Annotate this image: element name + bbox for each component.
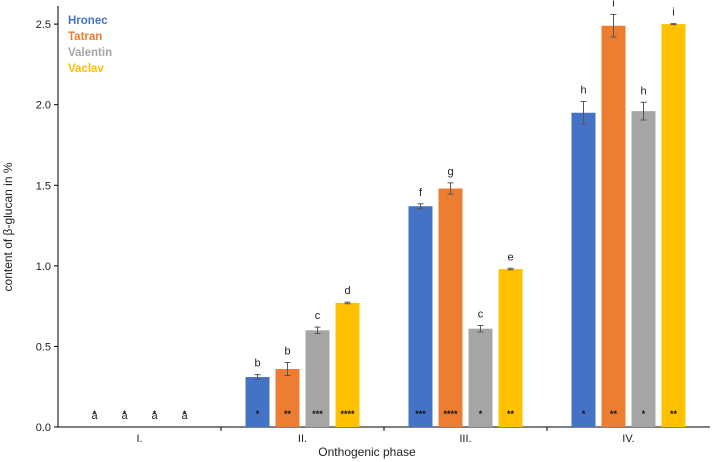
y-axis-ticks: 0.0 0.5 1.0 1.5 2.0 2.5 bbox=[36, 19, 58, 434]
significance-letter: c bbox=[478, 308, 484, 320]
bar bbox=[601, 25, 626, 427]
significance-letter: a bbox=[151, 410, 158, 422]
significance-stars: * bbox=[183, 409, 187, 419]
significance-stars: **** bbox=[340, 409, 355, 419]
bar bbox=[661, 24, 686, 427]
y-tick-label: 2.0 bbox=[36, 100, 51, 112]
legend-label: Hronec bbox=[68, 15, 108, 27]
bar bbox=[468, 328, 493, 427]
legend-label: Valentin bbox=[68, 47, 112, 59]
significance-letter: b bbox=[284, 346, 290, 358]
significance-letter: b bbox=[254, 358, 260, 370]
legend-label: Vaclav bbox=[68, 63, 104, 75]
significance-letter: h bbox=[580, 84, 586, 96]
x-tick-label: I. bbox=[136, 433, 142, 445]
bar bbox=[408, 206, 433, 427]
y-axis-title: content of β-glucan in % bbox=[1, 162, 15, 291]
x-axis-title: Onthogenic phase bbox=[318, 445, 416, 459]
significance-stars: * bbox=[642, 409, 646, 419]
significance-stars: * bbox=[123, 409, 127, 419]
significance-stars: ** bbox=[507, 409, 515, 419]
significance-letter: i bbox=[612, 0, 614, 9]
y-tick-label: 1.0 bbox=[36, 261, 51, 273]
significance-stars: * bbox=[93, 409, 97, 419]
bar bbox=[438, 188, 463, 427]
bar bbox=[275, 368, 300, 427]
significance-stars: * bbox=[479, 409, 483, 419]
significance-letter: f bbox=[419, 187, 423, 199]
legend: Hronec Tatran Valentin Vaclav bbox=[68, 15, 112, 75]
significance-letter: a bbox=[121, 410, 128, 422]
x-tick-label: IV. bbox=[622, 433, 634, 445]
significance-letter: g bbox=[447, 166, 453, 178]
y-tick-label: 0.0 bbox=[36, 422, 51, 434]
bar bbox=[498, 269, 523, 427]
x-axis-ticks: I. II. III. IV. bbox=[136, 427, 635, 445]
bar bbox=[305, 330, 330, 427]
significance-stars: **** bbox=[443, 409, 458, 419]
bar-groups: a* a* a* a*b*b**c***d****f***g****c*e**h*i*… bbox=[91, 0, 686, 427]
significance-stars: * bbox=[256, 409, 260, 419]
significance-stars: ** bbox=[610, 409, 618, 419]
y-tick-label: 1.5 bbox=[36, 180, 51, 192]
significance-letter: d bbox=[344, 285, 350, 297]
legend-label: Tatran bbox=[68, 31, 102, 43]
significance-letter: e bbox=[507, 251, 513, 263]
significance-letter: c bbox=[315, 310, 321, 322]
significance-letter: a bbox=[91, 410, 98, 422]
bar bbox=[571, 112, 596, 427]
y-tick-label: 0.5 bbox=[36, 341, 51, 353]
y-tick-label: 2.5 bbox=[36, 19, 51, 31]
significance-letter: i bbox=[672, 7, 674, 19]
significance-stars: * bbox=[153, 409, 157, 419]
significance-letter: h bbox=[640, 85, 646, 97]
significance-stars: * bbox=[582, 409, 586, 419]
significance-stars: ** bbox=[284, 409, 292, 419]
bar bbox=[245, 377, 270, 427]
significance-letter: a bbox=[181, 410, 188, 422]
bar bbox=[631, 111, 656, 427]
bar bbox=[335, 302, 360, 427]
significance-stars: *** bbox=[415, 409, 426, 419]
significance-stars: ** bbox=[670, 409, 678, 419]
x-tick-label: III. bbox=[459, 433, 471, 445]
significance-stars: *** bbox=[312, 409, 323, 419]
x-tick-label: II. bbox=[298, 433, 307, 445]
